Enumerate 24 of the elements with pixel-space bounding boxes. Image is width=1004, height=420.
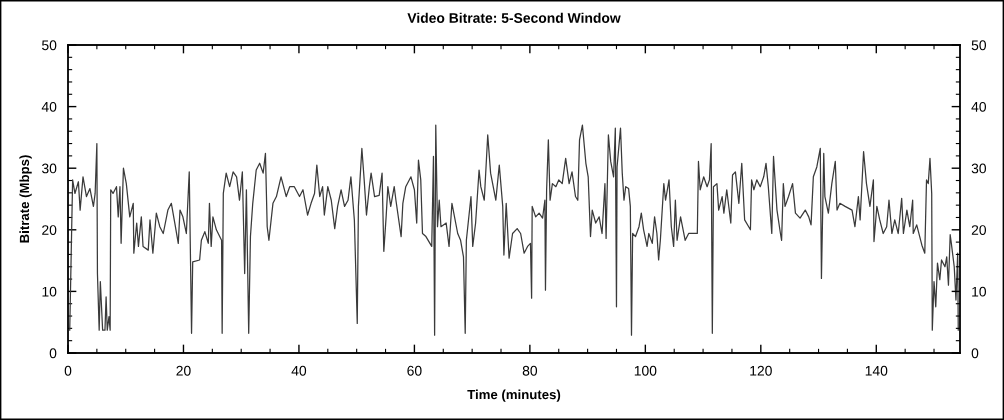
x-tick-label: 0 xyxy=(64,365,72,376)
y-tick-label: 40 xyxy=(41,101,57,112)
y-tick-label: 0 xyxy=(49,348,57,359)
y-tick-label: 10 xyxy=(42,286,57,297)
x-tick-label: 40 xyxy=(291,365,307,376)
y2-tick-label: 20 xyxy=(971,225,987,235)
x-tick-label: 80 xyxy=(522,365,538,376)
y-tick-label: 20 xyxy=(42,225,57,235)
line-series xyxy=(69,124,959,336)
y2-tick-label: 10 xyxy=(972,286,987,297)
x-tick-label: 60 xyxy=(407,365,422,376)
x-tick-label: 100 xyxy=(634,365,657,376)
y2-tick-label: 50 xyxy=(971,40,987,51)
y-tick-label: 50 xyxy=(42,40,57,51)
y-axis-title: Bitrate (Mbps) xyxy=(19,155,32,243)
x-tick-label: 120 xyxy=(750,365,772,376)
y2-tick-label: 30 xyxy=(971,163,987,174)
chart-title: Video Bitrate: 5-Second Window xyxy=(407,12,621,23)
x-axis-title: Time (minutes) xyxy=(467,389,561,402)
y-tick-label: 30 xyxy=(41,163,57,174)
x-tick-label: 20 xyxy=(176,365,191,376)
y2-tick-label: 0 xyxy=(971,348,979,359)
x-tick-label: 140 xyxy=(865,365,888,376)
y2-tick-label: 40 xyxy=(971,101,987,112)
